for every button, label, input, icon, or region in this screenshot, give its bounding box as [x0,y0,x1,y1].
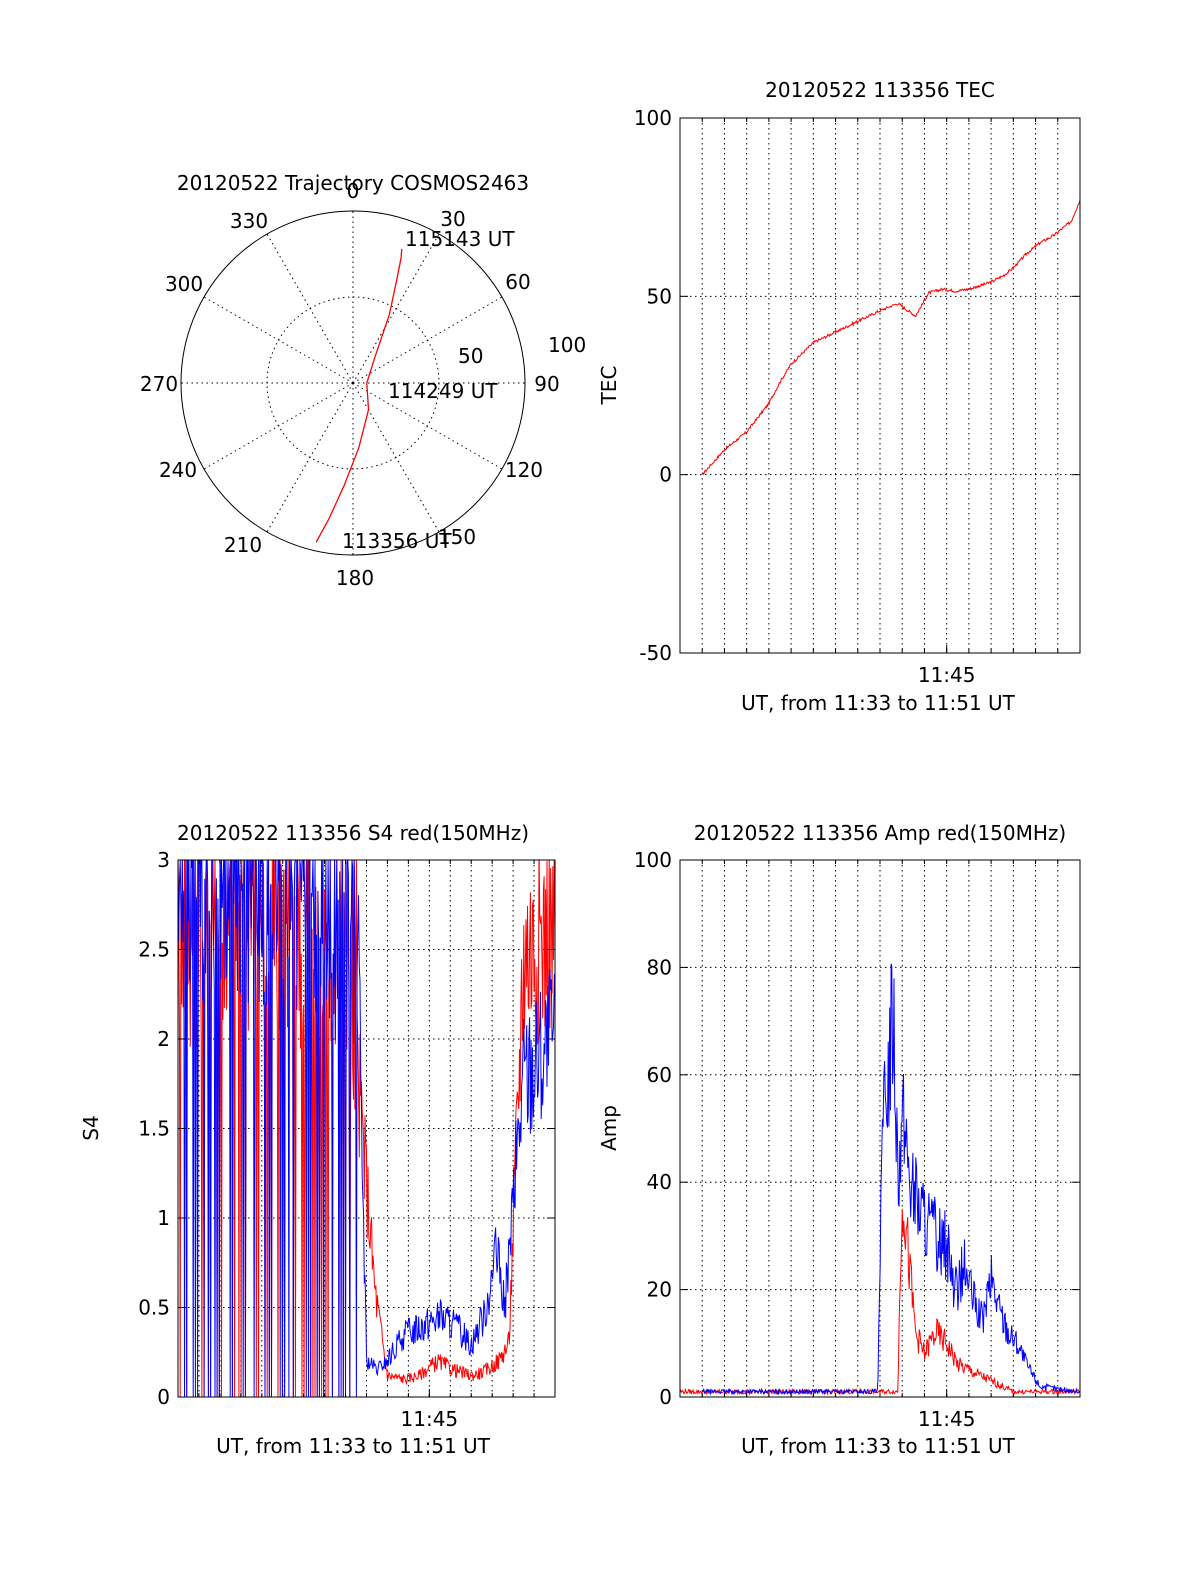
s4-ytick-label: 3 [157,848,170,872]
polar-angle-label-60: 60 [505,270,530,294]
polar-angle-label-300: 300 [165,272,203,296]
trajectory-panel: 20120522 Trajectory COSMOS2463 0 30 60 90 12… [140,171,586,590]
s4-ytick-label: 0 [157,1385,170,1409]
amp-grid [680,860,1080,1397]
polar-spoke-330 [266,233,354,384]
polar-spoke-60 [352,296,503,384]
polar-spoke-30 [352,233,440,384]
s4-data [178,860,555,1397]
amp-panel: 20120522 113356 Amp red(150MHz) 0 20 40 60 8… [597,821,1081,1458]
annotation-end-time: 115143 UT [405,227,515,251]
polar-angle-label-90: 90 [534,372,559,396]
amp-ytick-label: 40 [647,1170,672,1194]
polar-outer-circle [180,210,526,556]
polar-spoke-240 [203,382,354,470]
radius-label-100: 100 [548,333,586,357]
annotation-mid-time: 114249 UT [388,379,498,403]
s4-panel: 20120522 113356 S4 red(150MHz) 0 0.5 1 1.5 2… [79,821,556,1458]
tec-panel: 20120522 113356 TEC -50 0 50 100 11:45 TEC U… [597,78,1081,715]
amp-ytick-label: 100 [634,848,672,872]
amp-series-red [680,1209,1080,1396]
trajectory-track [315,248,403,543]
tec-ticks: -50 0 50 100 11:45 [634,106,1080,687]
tec-xtick-label: 11:45 [918,663,976,687]
s4-ytick-label: 2.5 [138,938,170,962]
polar-angle-label-150: 150 [438,525,476,549]
tec-title: 20120522 113356 TEC [765,78,995,102]
tec-xlabel: UT, from 11:33 to 11:51 UT [741,691,1016,715]
amp-ytick-label: 0 [659,1385,672,1409]
amp-xlabel: UT, from 11:33 to 11:51 UT [741,1434,1016,1458]
s4-ticks: 0 0.5 1 1.5 2 2.5 3 11:45 [138,848,555,1431]
tec-ytick-label: -50 [639,641,672,665]
s4-ytick-label: 0.5 [138,1296,170,1320]
tec-series-red [701,199,1080,476]
polar-angle-label-120: 120 [505,458,543,482]
polar-spoke-300 [203,296,354,384]
s4-ytick-label: 2 [157,1027,170,1051]
tec-ytick-label: 50 [647,284,672,308]
tec-ylabel: TEC [597,366,621,406]
s4-xtick-label: 11:45 [401,1407,459,1431]
annotation-start-time: 113356 UT [342,529,452,553]
tec-data [701,199,1080,476]
s4-series-blue [178,860,555,1397]
amp-ytick-label: 60 [647,1063,672,1087]
polar-angle-label-30: 30 [440,207,465,231]
amp-ylabel: Amp [597,1105,621,1151]
amp-xtick-label: 11:45 [918,1407,976,1431]
amp-series-blue [702,963,1080,1396]
radius-label-50: 50 [458,344,483,368]
polar-angle-label-0: 0 [347,179,360,203]
s4-ytick-label: 1 [157,1206,170,1230]
polar-angle-label-180: 180 [336,566,374,590]
amp-data [680,963,1080,1396]
s4-xlabel: UT, from 11:33 to 11:51 UT [216,1434,491,1458]
polar-angle-label-240: 240 [159,458,197,482]
s4-ytick-label: 1.5 [138,1117,170,1141]
polar-angle-label-210: 210 [224,533,262,557]
polar-angle-label-330: 330 [230,209,268,233]
s4-series-red [178,860,555,1397]
amp-title: 20120522 113356 Amp red(150MHz) [694,821,1066,845]
trajectory-title: 20120522 Trajectory COSMOS2463 [177,171,529,195]
polar-grid [181,211,525,555]
tec-ytick-label: 0 [659,463,672,487]
polar-spoke-210 [266,382,354,533]
amp-ytick-label: 80 [647,955,672,979]
polar-spoke-120 [352,382,503,470]
polar-spoke-150 [352,382,440,533]
s4-ylabel: S4 [79,1115,103,1140]
amp-ytick-label: 20 [647,1278,672,1302]
s4-title: 20120522 113356 S4 red(150MHz) [177,821,529,845]
polar-angle-label-270: 270 [140,372,178,396]
tec-grid [680,118,1080,653]
tec-ytick-label: 100 [634,106,672,130]
amp-ticks: 0 20 40 60 80 100 11:45 [634,848,1080,1431]
